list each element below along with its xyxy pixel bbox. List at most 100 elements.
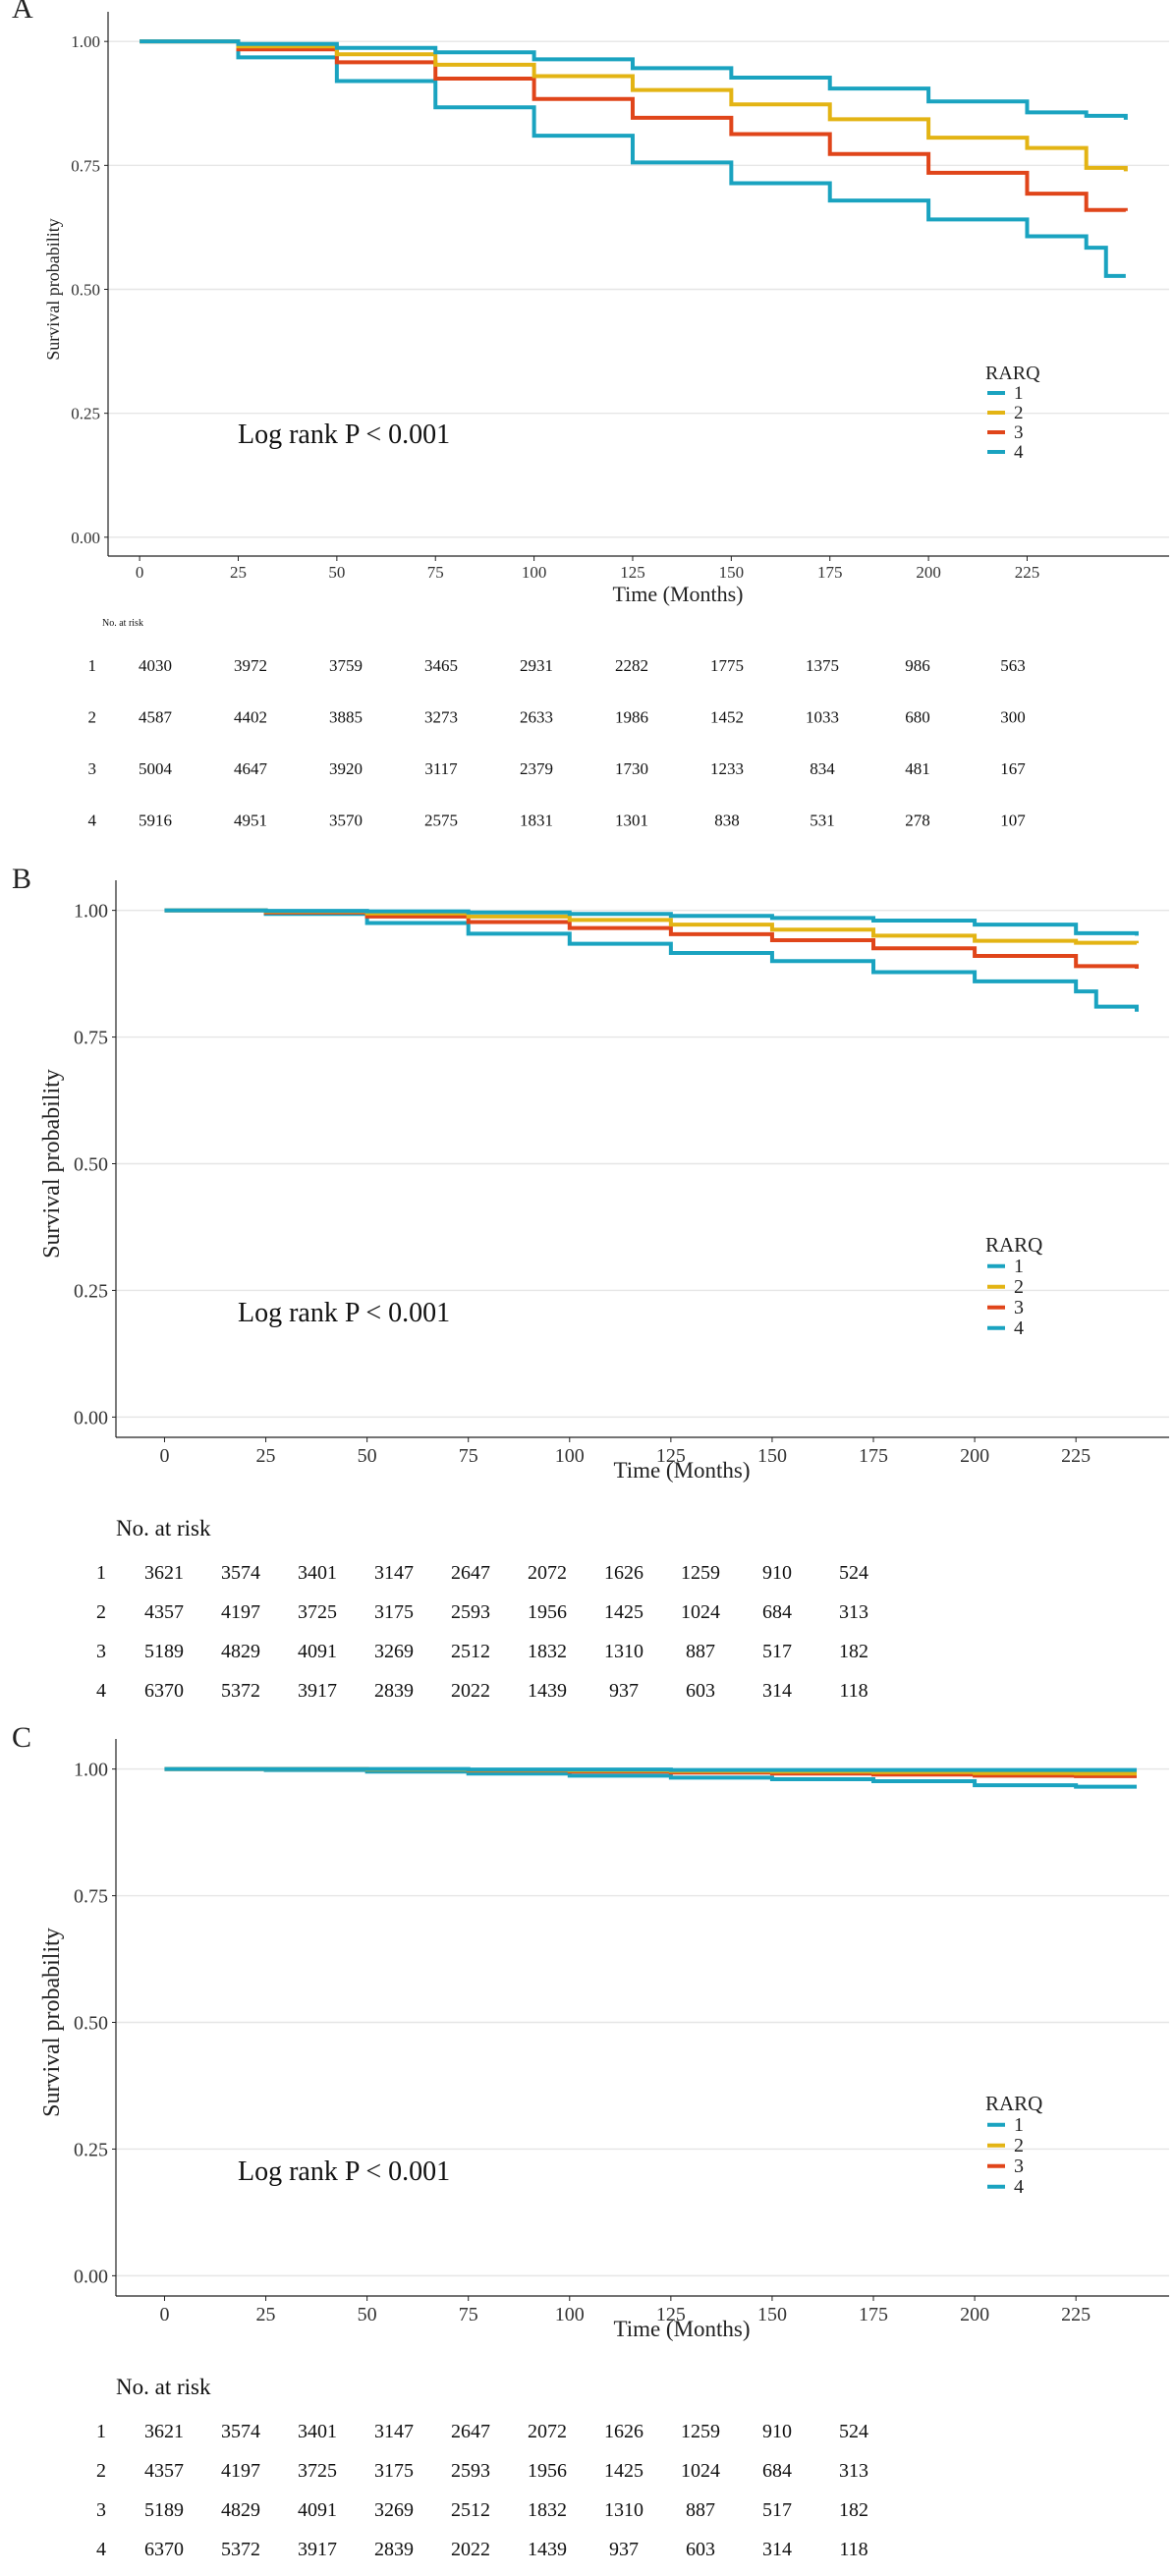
risk-count-cell: 5372 (221, 1680, 260, 1702)
legend-label-1: 1 (1014, 1256, 1024, 1277)
risk-count-cell: 2022 (451, 2539, 490, 2560)
risk-row-label-4: 4 (88, 812, 97, 830)
risk-count-cell: 1259 (681, 1562, 720, 1584)
legend-label-4: 4 (1014, 1317, 1024, 1339)
risk-count-cell: 2593 (451, 2460, 490, 2482)
survival-curve-rarq-1 (164, 1766, 1138, 1772)
risk-count-cell: 1425 (604, 2460, 643, 2482)
risk-count-cell: 4587 (139, 708, 173, 727)
risk-count-cell: 563 (1000, 656, 1026, 675)
risk-count-cell: 524 (839, 1562, 868, 1584)
risk-count-cell: 6370 (144, 1680, 184, 1702)
risk-table-title: No. at risk (102, 618, 143, 629)
risk-count-cell: 684 (762, 2460, 792, 2482)
risk-count-cell: 313 (839, 1601, 868, 1623)
y-tick-label: 1.00 (71, 32, 100, 51)
x-tick-label: 50 (328, 563, 345, 582)
x-tick-label: 150 (719, 563, 745, 582)
y-tick-label: 0.50 (74, 2013, 108, 2035)
risk-count-cell: 4091 (298, 1641, 337, 1662)
risk-count-cell: 313 (839, 2460, 868, 2482)
x-tick-label: 125 (656, 1445, 686, 1467)
y-axis-title: Survival probability (43, 218, 63, 360)
panel-label: A (12, 0, 33, 25)
risk-count-cell: 4647 (234, 759, 268, 778)
risk-count-cell: 3917 (298, 2539, 337, 2560)
risk-count-cell: 314 (762, 1680, 792, 1702)
risk-count-cell: 3574 (221, 2421, 260, 2442)
risk-count-cell: 3117 (424, 759, 458, 778)
risk-count-cell: 603 (686, 2539, 715, 2560)
risk-count-cell: 1956 (528, 2460, 567, 2482)
risk-count-cell: 182 (839, 2499, 868, 2521)
x-tick-label: 50 (358, 2304, 377, 2325)
risk-count-cell: 4357 (144, 1601, 184, 1623)
y-tick-label: 0.50 (74, 1154, 108, 1176)
risk-count-cell: 4030 (139, 656, 172, 675)
risk-count-cell: 2282 (615, 656, 648, 675)
legend-label-3: 3 (1014, 1297, 1024, 1318)
risk-count-cell: 1310 (604, 2499, 643, 2521)
risk-count-cell: 5916 (139, 812, 172, 830)
y-tick-label: 0.50 (71, 280, 100, 299)
risk-count-cell: 2379 (520, 759, 553, 778)
risk-row-label-1: 1 (88, 656, 97, 675)
risk-count-cell: 3621 (144, 2421, 184, 2442)
x-tick-label: 0 (159, 1445, 169, 1467)
risk-count-cell: 524 (839, 2421, 868, 2442)
risk-count-cell: 3621 (144, 1562, 184, 1584)
risk-count-cell: 3917 (298, 1680, 337, 1702)
risk-count-cell: 910 (762, 2421, 792, 2442)
x-tick-label: 225 (1015, 563, 1040, 582)
risk-count-cell: 887 (686, 1641, 715, 1662)
x-tick-label: 225 (1061, 2304, 1091, 2325)
risk-count-cell: 1832 (528, 2499, 567, 2521)
y-tick-label: 0.00 (71, 529, 100, 547)
y-tick-label: 1.00 (74, 1760, 108, 1781)
risk-count-cell: 2839 (374, 1680, 414, 1702)
risk-table-title: No. at risk (116, 1516, 211, 1540)
risk-count-cell: 300 (1000, 708, 1026, 727)
risk-count-cell: 1233 (710, 759, 744, 778)
risk-count-cell: 4197 (221, 1601, 260, 1623)
x-axis-title: Time (Months) (613, 1458, 750, 1483)
x-tick-label: 200 (960, 2304, 989, 2325)
risk-count-cell: 5189 (144, 1641, 184, 1662)
log-rank-annotation: Log rank P < 0.001 (238, 420, 450, 450)
risk-count-cell: 4829 (221, 2499, 260, 2521)
risk-count-cell: 2512 (451, 2499, 490, 2521)
risk-count-cell: 1024 (681, 1601, 720, 1623)
x-tick-label: 175 (859, 2304, 888, 2325)
risk-count-cell: 2575 (424, 812, 458, 830)
risk-count-cell: 3574 (221, 1562, 260, 1584)
risk-count-cell: 3885 (329, 708, 363, 727)
survival-curve-rarq-1 (140, 39, 1128, 120)
risk-count-cell: 5372 (221, 2539, 260, 2560)
survival-curve-rarq-3 (140, 39, 1128, 212)
panel-b-survival-chart: B 0.00 0.25 0.50 0.75 1.00 0 25 50 75 100 125 150 175… (12, 863, 1169, 1702)
risk-count-cell: 1439 (528, 1680, 567, 1702)
x-tick-label: 175 (817, 563, 843, 582)
risk-count-cell: 4357 (144, 2460, 184, 2482)
risk-count-cell: 517 (762, 2499, 792, 2521)
risk-count-cell: 887 (686, 2499, 715, 2521)
risk-count-cell: 3269 (374, 1641, 414, 1662)
x-axis-title: Time (Months) (613, 2317, 750, 2341)
risk-count-cell: 2072 (528, 1562, 567, 1584)
legend-title: RARQ (985, 363, 1040, 384)
risk-count-cell: 2647 (451, 1562, 490, 1584)
risk-count-cell: 3175 (374, 1601, 414, 1623)
risk-count-cell: 3920 (329, 759, 363, 778)
risk-row-label-2: 2 (96, 1601, 106, 1623)
risk-count-cell: 167 (1000, 759, 1026, 778)
legend-label-1: 1 (1014, 2114, 1024, 2136)
legend-title: RARQ (985, 1233, 1042, 1257)
risk-count-cell: 5189 (144, 2499, 184, 2521)
risk-count-cell: 937 (609, 2539, 639, 2560)
legend-label-2: 2 (1014, 2135, 1024, 2156)
risk-count-cell: 2931 (520, 656, 553, 675)
panel-a-survival-chart: A 0.00 0.25 0.50 0.75 1.00 0 25 50 75 100 125 150 175… (12, 0, 1169, 830)
risk-count-cell: 910 (762, 1562, 792, 1584)
y-tick-label: 1.00 (74, 901, 108, 923)
x-tick-label: 150 (757, 1445, 787, 1467)
